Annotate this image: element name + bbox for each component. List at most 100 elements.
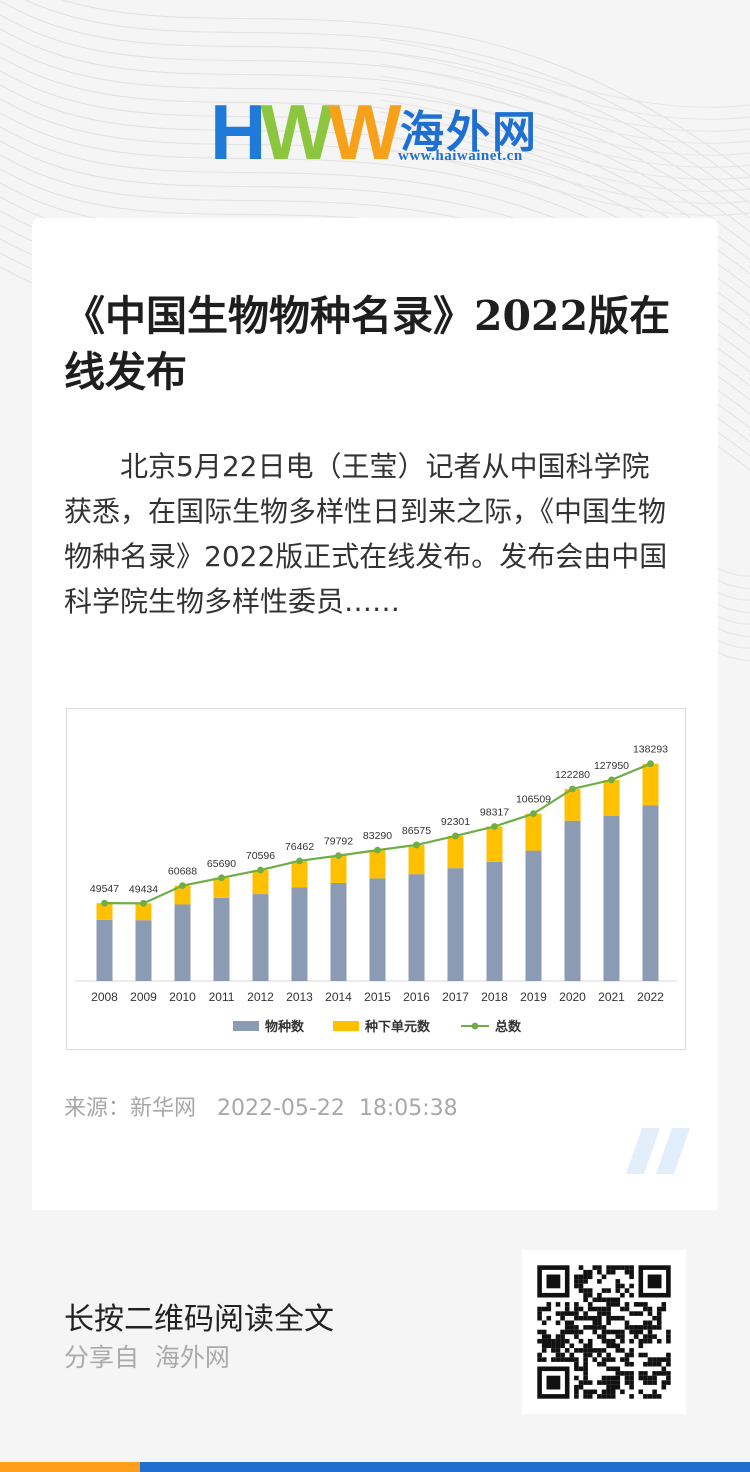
total-point-2008 <box>101 899 108 907</box>
bar-species-2017 <box>447 868 464 981</box>
total-point-2011 <box>218 874 225 882</box>
background-curve <box>379 87 750 156</box>
data-label-2013: 76462 <box>285 841 314 853</box>
bar-species-2019 <box>525 850 542 981</box>
data-label-2014: 79792 <box>324 836 353 848</box>
legend-swatch-subunits <box>333 1021 359 1031</box>
bar-subunits-2011 <box>213 877 230 898</box>
x-tick-2013: 2013 <box>286 990 313 1004</box>
article-source: 来源：新华网 2022-05-22 18:05:38 <box>64 1096 458 1121</box>
bar-subunits-2015 <box>369 850 386 879</box>
bottom-bar-blue <box>140 1462 750 1472</box>
x-tick-2021: 2021 <box>598 990 625 1004</box>
legend-marker-total <box>471 1022 479 1030</box>
data-label-2008: 49547 <box>90 883 119 895</box>
logo-letter-w2: W <box>327 88 402 176</box>
background-curve <box>379 51 750 120</box>
site-logo[interactable]: H W W 海外网 www.haiwainet.cn <box>0 0 750 200</box>
x-tick-2022: 2022 <box>637 990 664 1004</box>
logo-letter-w1: W <box>260 88 334 176</box>
article-summary: 北京5月22日电（王莹）记者从中国科学院获悉，在国际生物多样性日到来之际，《中国… <box>64 450 668 618</box>
bottom-color-bar <box>0 1462 750 1472</box>
x-tick-2020: 2020 <box>559 990 586 1004</box>
x-tick-2008: 2008 <box>91 990 118 1004</box>
bar-subunits-2016 <box>408 844 425 875</box>
data-label-2021: 127950 <box>594 760 629 772</box>
background-curve <box>379 147 750 216</box>
data-label-2011: 65690 <box>207 858 236 870</box>
bar-species-2013 <box>291 887 308 981</box>
bar-subunits-2014 <box>330 855 347 883</box>
total-point-2021 <box>608 776 615 784</box>
background-curve <box>0 28 750 233</box>
background-curve <box>0 84 750 289</box>
bar-species-2020 <box>564 820 581 981</box>
x-tick-2018: 2018 <box>481 990 508 1004</box>
qr-read-full-text: 长按二维码阅读全文 <box>64 1302 334 1337</box>
background-curve <box>0 56 750 261</box>
data-label-2019: 106509 <box>516 794 551 806</box>
total-point-2017 <box>452 832 459 840</box>
qr-modules <box>537 1265 671 1399</box>
x-tick-2014: 2014 <box>325 990 352 1004</box>
qr-finder-core <box>546 1375 561 1390</box>
x-tick-2011: 2011 <box>209 990 235 1004</box>
qr-code-icon <box>537 1265 671 1399</box>
total-point-2015 <box>374 846 381 854</box>
bar-species-2011 <box>213 897 230 981</box>
bar-species-2014 <box>330 882 347 981</box>
qr-finder-core <box>647 1274 662 1289</box>
x-tick-2009: 2009 <box>130 990 157 1004</box>
bar-subunits-2017 <box>447 835 464 869</box>
decorative-slash-icon <box>626 1128 690 1174</box>
background-curve <box>379 123 750 192</box>
bar-subunits-2009 <box>135 903 152 921</box>
data-label-2010: 60688 <box>168 866 197 878</box>
total-point-2022 <box>647 760 654 768</box>
total-point-2019 <box>530 810 537 818</box>
data-label-2020: 122280 <box>555 769 590 781</box>
data-label-2009: 49434 <box>129 883 158 895</box>
logo-chinese-name: 海外网 <box>400 107 538 158</box>
legend-label-subunits: 种下单元数 <box>364 1019 431 1035</box>
data-label-2016: 86575 <box>402 825 431 837</box>
logo-letter-h: H <box>210 88 266 176</box>
background-curve <box>61 0 750 177</box>
total-point-2014 <box>335 852 342 860</box>
qr-finder-core <box>546 1274 561 1289</box>
x-tick-2010: 2010 <box>169 990 196 1004</box>
background-curve <box>379 39 750 108</box>
total-point-2013 <box>296 857 303 865</box>
logo-letters: H W W <box>210 88 402 176</box>
bar-subunits-2008 <box>96 903 113 920</box>
bar-species-2021 <box>603 816 620 981</box>
x-tick-2019: 2019 <box>520 990 547 1004</box>
total-point-2010 <box>179 882 186 890</box>
x-tick-2015: 2015 <box>364 990 391 1004</box>
bar-species-2018 <box>486 861 503 981</box>
background-curve <box>379 99 750 168</box>
bar-subunits-2019 <box>525 813 542 851</box>
bar-subunits-2020 <box>564 788 581 821</box>
share-footer: 长按二维码阅读全文 分享自 海外网 <box>0 1210 750 1462</box>
bar-species-2016 <box>408 874 425 981</box>
x-tick-2017: 2017 <box>442 990 469 1004</box>
total-point-2016 <box>413 841 420 849</box>
total-point-2020 <box>569 785 576 793</box>
shared-from: 分享自 海外网 <box>64 1343 230 1372</box>
bar-species-2015 <box>369 878 386 981</box>
background-curve <box>379 75 750 144</box>
x-tick-2012: 2012 <box>247 990 274 1004</box>
bar-subunits-2022 <box>642 763 659 806</box>
x-tick-2016: 2016 <box>403 990 430 1004</box>
total-point-2009 <box>140 899 147 907</box>
background-curve <box>0 14 750 219</box>
bar-subunits-2012 <box>252 870 269 895</box>
bar-species-2012 <box>252 894 269 981</box>
species-bar-chart: 49547 49434 60688 65690 70596 76462 79792 83290… <box>75 744 677 1035</box>
legend-label-total: 总数 <box>495 1019 522 1035</box>
qr-code[interactable] <box>522 1250 686 1414</box>
bar-species-2010 <box>174 904 191 981</box>
data-label-2022: 138293 <box>633 744 668 756</box>
bar-species-2008 <box>96 919 113 981</box>
